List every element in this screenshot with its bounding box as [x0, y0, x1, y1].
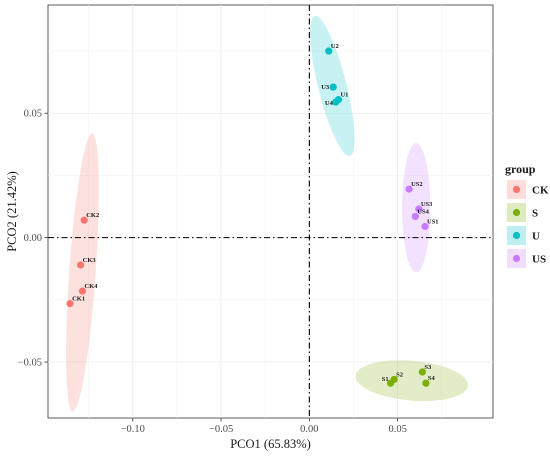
- point-ck1: [66, 299, 74, 308]
- grid-lines: [48, 5, 493, 418]
- y-tick-label: −0.05: [18, 358, 42, 369]
- point-label-s2: S2: [396, 371, 403, 378]
- legend-swatch-us: [512, 254, 521, 263]
- point-label-s3: S3: [424, 364, 432, 371]
- point-u2: [325, 47, 333, 55]
- point-s2: [390, 375, 398, 384]
- point-u4: [332, 98, 340, 106]
- x-tick-label: 0.00: [300, 424, 318, 435]
- point-us3: [415, 205, 423, 213]
- legend-label-us: US: [532, 254, 546, 266]
- point-s3: [418, 368, 426, 376]
- point-label-u3: U3: [321, 84, 330, 91]
- point-ck3: [77, 261, 85, 269]
- x-tick-label: 0.05: [388, 424, 406, 435]
- legend-label-u: U: [532, 231, 540, 243]
- point-label-ck3: CK3: [83, 257, 97, 264]
- x-tick-label: −0.05: [209, 424, 233, 435]
- point-label-ck4: CK4: [84, 283, 98, 290]
- point-label-ck2: CK2: [86, 212, 99, 219]
- legend-label-ck: CK: [532, 185, 549, 197]
- point-label-s4: S4: [428, 375, 436, 382]
- point-us2: [405, 185, 413, 193]
- point-us4: [411, 212, 419, 221]
- point-label-ck1: CK1: [72, 296, 85, 303]
- point-ck2: [80, 216, 88, 224]
- y-axis-title: PCO2 (21.42%): [5, 171, 19, 252]
- point-label-us3: US3: [421, 201, 433, 208]
- point-label-u2: U2: [331, 43, 339, 50]
- legend: group CK SU US: [505, 162, 549, 268]
- point-label-us2: US2: [411, 181, 423, 188]
- point-s4: [422, 379, 430, 387]
- y-tick-label: 0.00: [24, 233, 42, 244]
- reference-lines: [48, 5, 493, 418]
- legend-title: group: [505, 162, 536, 176]
- legend-swatch-s: [512, 208, 521, 217]
- legend-label-s: S: [532, 208, 538, 220]
- point-label-s1: S1: [382, 376, 389, 383]
- x-tick-label: −0.10: [121, 424, 145, 435]
- legend-swatch-ck: [512, 185, 521, 194]
- point-label-u1: U1: [340, 92, 348, 99]
- point-ck4: [78, 287, 87, 295]
- point-label-us1: US1: [427, 218, 439, 225]
- x-axis-title: PCO1 (65.83%): [230, 437, 311, 451]
- ellipse-ck: [66, 133, 99, 412]
- point-label-u4: U4: [325, 100, 334, 107]
- point-u3: [329, 83, 337, 91]
- point-label-us4: US4: [417, 208, 429, 215]
- y-tick-label: 0.05: [24, 109, 42, 120]
- ellipse-s: [355, 360, 469, 402]
- legend-swatch-u: [512, 231, 521, 240]
- axis-ticks: −0.10 −0.05 0.00 0.05 −0.05 0.00 0.05: [18, 109, 407, 435]
- point-us1: [421, 222, 429, 231]
